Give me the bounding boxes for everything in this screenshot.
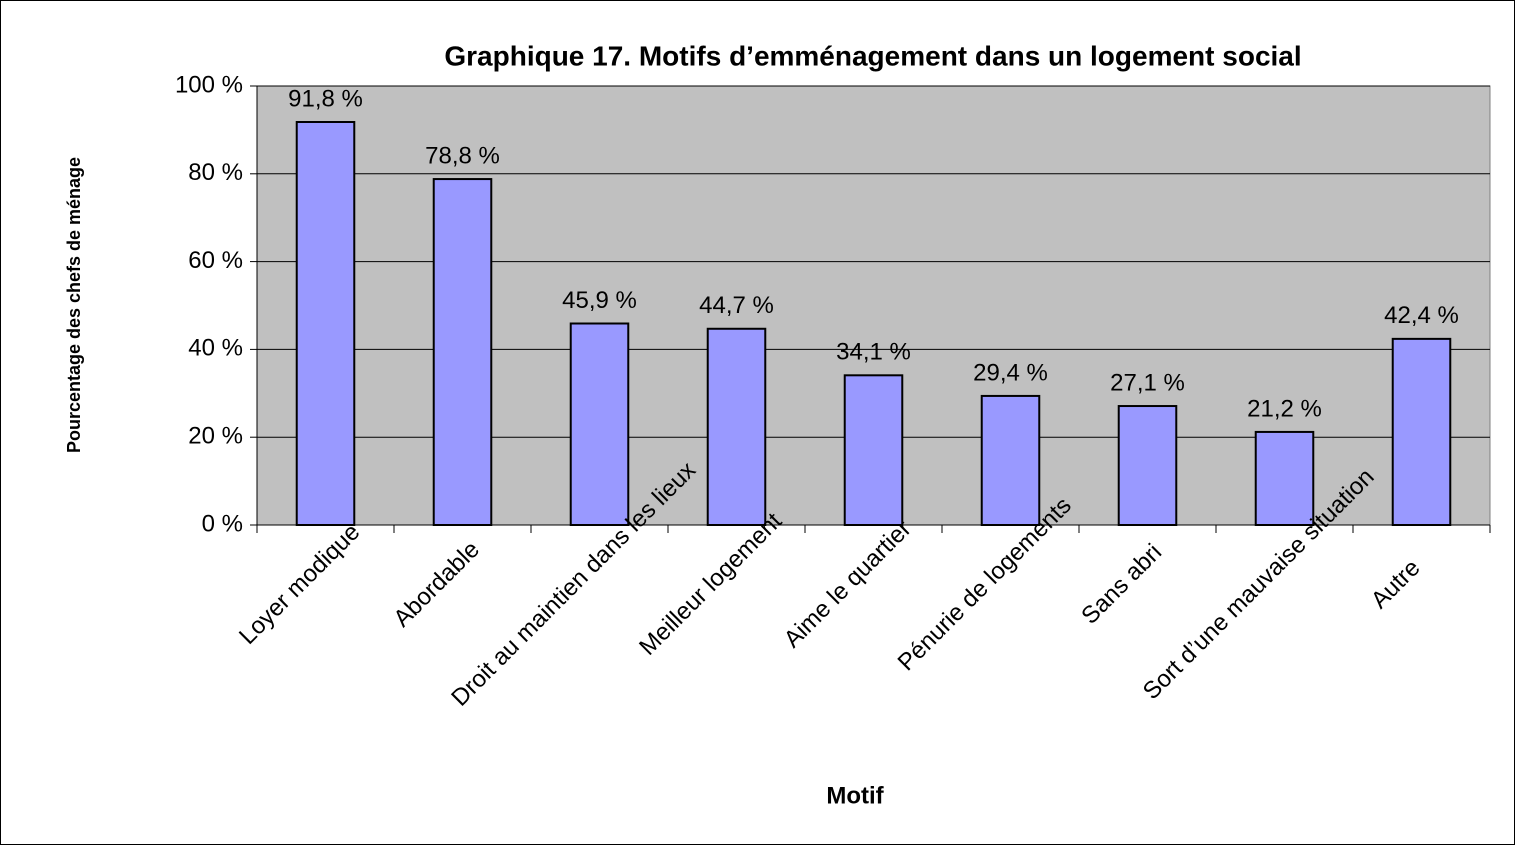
bar	[1254, 430, 1315, 527]
y-tick-label: 100 %	[175, 71, 243, 98]
bar	[1391, 337, 1452, 527]
y-tick-label: 20 %	[188, 423, 243, 450]
y-tick-label: 40 %	[188, 335, 243, 362]
bar	[569, 322, 630, 526]
y-tick-label: 0 %	[202, 510, 243, 537]
bar	[843, 374, 904, 526]
value-label: 44,7 %	[699, 292, 774, 319]
value-label: 34,1 %	[836, 339, 911, 366]
y-axis-label: Pourcentage des chefs de ménage	[64, 157, 84, 453]
value-label: 78,8 %	[425, 142, 500, 169]
bar	[1117, 405, 1178, 527]
value-label: 21,2 %	[1247, 395, 1322, 422]
y-tick-label: 60 %	[188, 247, 243, 274]
x-axis-label: Motif	[826, 782, 884, 809]
value-label: 45,9 %	[562, 287, 637, 314]
bar	[432, 178, 493, 526]
bar	[980, 394, 1041, 526]
value-label: 27,1 %	[1110, 369, 1185, 396]
y-tick-label: 80 %	[188, 159, 243, 186]
bar	[295, 120, 356, 527]
bar	[706, 327, 767, 526]
value-label: 91,8 %	[288, 85, 363, 112]
value-label: 29,4 %	[973, 359, 1048, 386]
value-label: 42,4 %	[1384, 302, 1459, 329]
chart-title: Graphique 17. Motifs d’emménagement dans…	[444, 40, 1301, 71]
